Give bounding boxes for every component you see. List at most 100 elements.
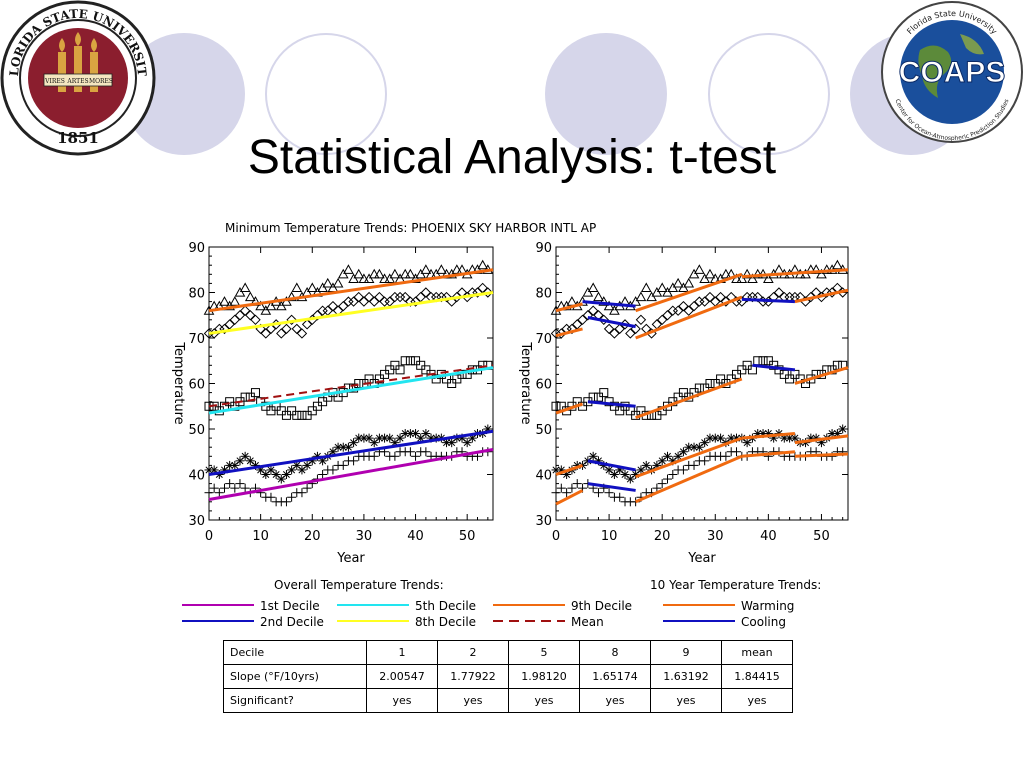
cooling-segment (582, 300, 636, 308)
triangle-marker (374, 268, 385, 279)
triangle-marker (451, 264, 463, 274)
square-marker (416, 360, 426, 370)
diamond-marker (715, 291, 726, 303)
asterisk-marker (369, 438, 379, 448)
y-tick-label: 90 (188, 241, 205, 256)
legend-ten-year-title: 10 Year Temperature Trends: (650, 578, 821, 592)
y-tick-label: 30 (535, 514, 552, 529)
plus-marker (318, 470, 328, 479)
temperature-trends-figure: Minimum Temperature Trends: PHOENIX SKY … (171, 221, 849, 629)
square-marker (615, 406, 625, 416)
legend-label: 2nd Decile (260, 615, 324, 629)
table-cell: 1.77922 (437, 664, 509, 689)
diamond-marker (219, 323, 230, 335)
asterisk-marker (225, 460, 235, 470)
triangle-marker (332, 277, 344, 288)
legend-overall-title: Overall Temperature Trends: (274, 578, 444, 592)
asterisk-marker (657, 456, 667, 466)
square-marker (307, 406, 317, 416)
triangle-marker (244, 291, 256, 302)
square-marker (225, 397, 235, 407)
triangle-marker (810, 264, 822, 274)
x-tick-label: 0 (552, 529, 560, 544)
svg-text:1851: 1851 (57, 129, 99, 147)
plus-marker (209, 483, 219, 493)
diamond-marker (472, 287, 483, 298)
triangle-marker (773, 264, 785, 274)
triangle-marker (699, 273, 711, 283)
square-marker (763, 356, 773, 366)
table-cell: 5 (508, 640, 580, 665)
triangle-marker (219, 296, 230, 306)
table-cell: 1.84415 (721, 664, 793, 689)
plus-marker (230, 483, 240, 493)
diamond-marker (415, 291, 426, 303)
diamond-marker (635, 314, 647, 326)
plus-marker (411, 451, 421, 461)
diamond-marker (625, 328, 636, 339)
triangle-marker (379, 273, 390, 283)
x-tick-label: 40 (407, 529, 424, 544)
x-tick-label: 50 (813, 529, 830, 544)
plus-marker (572, 479, 582, 489)
x-axis-label: Year (336, 551, 365, 566)
figure-title: Minimum Temperature Trends: PHOENIX SKY … (225, 221, 596, 235)
plus-marker (225, 479, 235, 489)
triangle-marker (477, 259, 489, 270)
table-cell: yes (508, 688, 580, 713)
svg-text:ARTES: ARTES (66, 78, 88, 85)
triangle-marker (389, 268, 401, 279)
asterisk-marker (684, 442, 694, 452)
table-cell: 1 (366, 640, 438, 665)
legend-label: 5th Decile (415, 599, 476, 613)
diamond-marker (265, 323, 277, 335)
legend-label: 1st Decile (260, 599, 320, 613)
table-cell: 8 (579, 640, 651, 665)
table-cell: mean (721, 640, 793, 665)
triangle-marker (603, 300, 615, 311)
triangle-marker (353, 268, 365, 279)
x-tick-label: 20 (304, 529, 321, 544)
diamond-marker (556, 328, 567, 339)
diamond-marker (603, 323, 615, 335)
diamond-marker (678, 300, 689, 312)
diamond-marker (410, 296, 421, 307)
triangle-marker (752, 268, 764, 279)
asterisk-marker (673, 451, 683, 461)
triangle-marker (405, 268, 416, 279)
diamond-marker (260, 328, 272, 339)
svg-text:MORES: MORES (89, 78, 113, 85)
triangle-marker (566, 296, 578, 306)
triangle-marker (306, 282, 318, 293)
diamond-marker (420, 287, 432, 298)
square-marker (405, 356, 415, 366)
plus-marker (732, 447, 742, 457)
square-marker (593, 392, 603, 402)
warming-segment (741, 268, 849, 279)
diamond-marker (301, 319, 313, 330)
warming-segment (741, 432, 796, 440)
square-marker (266, 406, 276, 416)
y-tick-label: 40 (188, 469, 205, 484)
diamond-marker (667, 305, 679, 316)
cooling-segment (741, 297, 795, 304)
plus-marker (615, 492, 625, 502)
plus-marker (297, 488, 307, 498)
diamond-marker (281, 323, 292, 335)
legend-label: 8th Decile (415, 615, 476, 629)
plus-marker (266, 492, 276, 502)
diamond-marker (482, 287, 494, 298)
plus-marker (657, 479, 667, 489)
diamond-marker (405, 296, 416, 307)
triangle-marker (291, 282, 303, 293)
table-cell: yes (721, 688, 793, 713)
square-marker (400, 356, 410, 366)
plus-marker (287, 492, 297, 502)
diamond-marker (374, 291, 385, 303)
triangle-marker (635, 291, 647, 302)
square-marker (742, 360, 752, 370)
diamond-marker (239, 305, 251, 316)
square-marker (652, 410, 662, 420)
triangle-marker (587, 282, 599, 293)
triangle-marker (741, 268, 753, 279)
